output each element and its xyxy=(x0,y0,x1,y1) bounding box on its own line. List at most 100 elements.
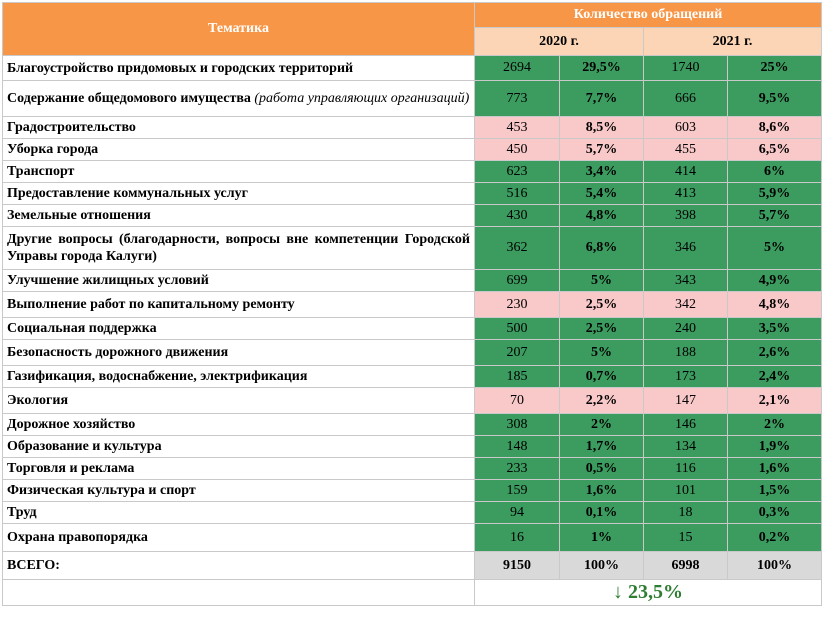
table-row: Содержание общедомового имущества (работ… xyxy=(2,80,823,117)
topic-label: Охрана правопорядка xyxy=(7,530,148,545)
percent-2020: 5,7% xyxy=(559,138,644,161)
percent-2021: 2,6% xyxy=(726,339,823,366)
table-row: Градостроительство 453 8,5% 603 8,6% xyxy=(2,116,823,139)
topic-cell: Экология xyxy=(2,387,475,414)
count-2020: 308 xyxy=(474,413,560,436)
topic-cell: Другие вопросы (благодарности, вопросы в… xyxy=(2,226,475,270)
count-2020: 699 xyxy=(474,269,560,292)
count-2021: 1740 xyxy=(643,55,728,81)
percent-2021: 5,9% xyxy=(726,182,823,205)
count-2020: 773 xyxy=(474,80,560,117)
percent-2020: 1,6% xyxy=(559,479,644,502)
table-row: Уборка города 450 5,7% 455 6,5% xyxy=(2,138,823,161)
topic-cell: Содержание общедомового имущества (работ… xyxy=(2,80,475,117)
table-row: Труд 94 0,1% 18 0,3% xyxy=(2,501,823,524)
percent-2020: 2,2% xyxy=(559,387,644,414)
year-2020-header: 2020 г. xyxy=(474,27,644,56)
topic-cell: Уборка города xyxy=(2,138,475,161)
topic-cell: Благоустройство придомовых и городских т… xyxy=(2,55,475,81)
percent-2020: 1% xyxy=(559,523,644,552)
topic-cell: Газификация, водоснабжение, электрификац… xyxy=(2,365,475,388)
count-2020: 516 xyxy=(474,182,560,205)
count-2020: 450 xyxy=(474,138,560,161)
topic-cell: Торговля и реклама xyxy=(2,457,475,480)
count-2020: 362 xyxy=(474,226,560,270)
topic-label: Социальная поддержка xyxy=(7,321,157,336)
percent-2020: 1,7% xyxy=(559,435,644,458)
topic-note: (работа управляющих организаций) xyxy=(254,91,470,106)
count-2020: 16 xyxy=(474,523,560,552)
count-column-header: Количество обращений xyxy=(473,2,823,28)
topic-cell: Градостроительство xyxy=(2,116,475,139)
count-2021: 134 xyxy=(643,435,728,458)
count-2020: 207 xyxy=(474,339,560,366)
topic-label: Уборка города xyxy=(7,142,99,157)
table-row: Социальная поддержка 500 2,5% 240 3,5% xyxy=(2,317,823,340)
percent-2020: 2% xyxy=(559,413,644,436)
topic-label: Другие вопросы (благодарности, вопросы в… xyxy=(7,232,470,264)
table-row: Газификация, водоснабжение, электрификац… xyxy=(2,365,823,388)
table-row: Транспорт 623 3,4% 414 6% xyxy=(2,160,823,183)
percent-2021: 5% xyxy=(726,226,823,270)
percent-2020: 6,8% xyxy=(559,226,644,270)
table-row: Экология 70 2,2% 147 2,1% xyxy=(2,387,823,414)
percent-2021: 2,4% xyxy=(726,365,823,388)
count-2021: 101 xyxy=(643,479,728,502)
count-2020: 500 xyxy=(474,317,560,340)
total-2021-percent: 100% xyxy=(726,551,823,580)
table-row: Торговля и реклама 233 0,5% 116 1,6% xyxy=(2,457,823,480)
topic-cell: Предоставление коммунальных услуг xyxy=(2,182,475,205)
table-row: Охрана правопорядка 16 1% 15 0,2% xyxy=(2,523,823,552)
percent-2021: 0,2% xyxy=(726,523,823,552)
percent-2020: 0,7% xyxy=(559,365,644,388)
count-2021: 18 xyxy=(643,501,728,524)
percent-2021: 25% xyxy=(726,55,823,81)
count-2020: 159 xyxy=(474,479,560,502)
topic-cell: Физическая культура и спорт xyxy=(2,479,475,502)
count-2020: 70 xyxy=(474,387,560,414)
topic-label: Экология xyxy=(7,393,69,408)
count-2020: 230 xyxy=(474,291,560,318)
percent-2021: 2,1% xyxy=(726,387,823,414)
topic-cell: Транспорт xyxy=(2,160,475,183)
count-2021: 116 xyxy=(643,457,728,480)
percent-2020: 5% xyxy=(559,339,644,366)
count-2020: 2694 xyxy=(474,55,560,81)
count-2021: 188 xyxy=(643,339,728,366)
table-body: Благоустройство придомовых и городских т… xyxy=(2,55,823,552)
count-2020: 453 xyxy=(474,116,560,139)
topic-label: Транспорт xyxy=(7,164,75,179)
count-2021: 146 xyxy=(643,413,728,436)
percent-2020: 0,5% xyxy=(559,457,644,480)
topic-cell: Дорожное хозяйство xyxy=(2,413,475,436)
percent-2021: 1,9% xyxy=(726,435,823,458)
percent-2021: 2% xyxy=(726,413,823,436)
table-row: Образование и культура 148 1,7% 134 1,9% xyxy=(2,435,823,458)
appeals-table: Тематика Количество обращений 2020 г. 20… xyxy=(2,2,823,606)
percent-2020: 29,5% xyxy=(559,55,644,81)
change-row-empty xyxy=(2,579,475,606)
table-row: Улучшение жилищных условий 699 5% 343 4,9% xyxy=(2,269,823,292)
table-row: Физическая культура и спорт 159 1,6% 101 1,… xyxy=(2,479,823,502)
total-2021-count: 6998 xyxy=(643,551,728,580)
topic-label: Земельные отношения xyxy=(7,208,151,223)
count-2020: 623 xyxy=(474,160,560,183)
count-2020: 94 xyxy=(474,501,560,524)
percent-2021: 5,7% xyxy=(726,204,823,227)
change-row: ↓ 23,5% xyxy=(2,579,823,606)
year-2021-header: 2021 г. xyxy=(642,27,823,56)
percent-2020: 0,1% xyxy=(559,501,644,524)
topic-cell: Социальная поддержка xyxy=(2,317,475,340)
total-2020-percent: 100% xyxy=(559,551,644,580)
topic-label: Дорожное хозяйство xyxy=(7,417,136,432)
percent-2020: 5% xyxy=(559,269,644,292)
topic-label: Газификация, водоснабжение, электрификац… xyxy=(7,369,308,384)
count-2021: 147 xyxy=(643,387,728,414)
table-row: Другие вопросы (благодарности, вопросы в… xyxy=(2,226,823,270)
topic-label: Содержание общедомового имущества xyxy=(7,91,251,106)
percent-2021: 3,5% xyxy=(726,317,823,340)
topic-label: Образование и культура xyxy=(7,439,162,454)
percent-2020: 3,4% xyxy=(559,160,644,183)
topic-cell: Земельные отношения xyxy=(2,204,475,227)
count-2020: 430 xyxy=(474,204,560,227)
